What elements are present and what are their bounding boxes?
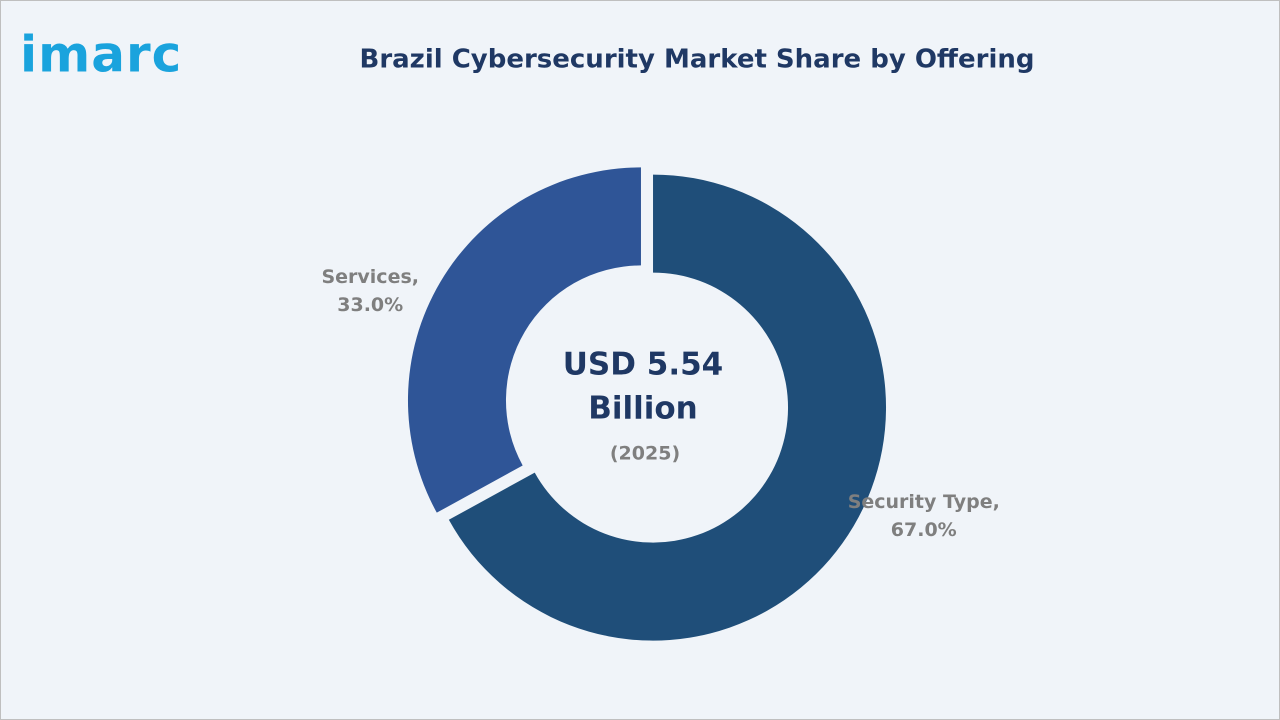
slice-label: Services, (321, 266, 419, 288)
center-label: USD 5.54 (563, 347, 724, 383)
slice-label: Security Type, (848, 491, 1000, 513)
center-label: Billion (588, 391, 698, 427)
donut-slice (448, 174, 887, 641)
logo: imarc (20, 26, 182, 84)
chart-title: Brazil Cybersecurity Market Share by Off… (360, 45, 1035, 75)
donut-slice (407, 167, 641, 513)
slice-value: 33.0% (337, 294, 403, 316)
slice-value: 67.0% (891, 519, 957, 541)
center-sublabel: (2025) (610, 443, 680, 465)
